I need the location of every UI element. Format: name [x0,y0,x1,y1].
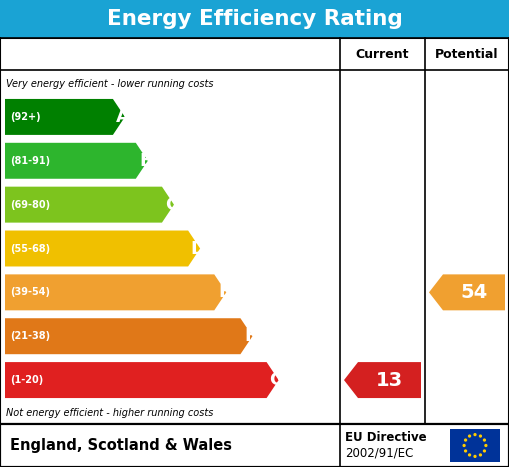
Text: 13: 13 [376,371,403,389]
Text: (21-38): (21-38) [10,331,50,341]
Bar [0,38,509,424]
Polygon shape [5,318,252,354]
Polygon shape [5,362,278,398]
Text: Very energy efficient - lower running costs: Very energy efficient - lower running co… [6,79,213,89]
Circle shape [468,453,471,457]
Circle shape [484,444,488,447]
Circle shape [479,453,482,457]
Text: C: C [165,196,179,213]
Text: F: F [244,327,257,345]
Circle shape [479,434,482,438]
Circle shape [468,434,471,438]
Bar [0,0,509,38]
Text: D: D [190,240,206,257]
Circle shape [464,449,467,453]
Text: (92+): (92+) [10,112,41,122]
Text: (39-54): (39-54) [10,287,50,297]
Text: England, Scotland & Wales: England, Scotland & Wales [10,438,232,453]
Text: 2002/91/EC: 2002/91/EC [345,447,413,460]
Circle shape [463,444,466,447]
Text: B: B [139,152,153,170]
Polygon shape [5,187,174,223]
Circle shape [473,433,476,436]
Polygon shape [5,275,227,311]
Text: E: E [218,283,231,301]
Text: Not energy efficient - higher running costs: Not energy efficient - higher running co… [6,408,213,418]
Text: (81-91): (81-91) [10,156,50,166]
Text: (55-68): (55-68) [10,243,50,254]
Polygon shape [5,143,148,179]
Polygon shape [5,231,200,267]
Text: Current: Current [356,48,409,61]
Text: (1-20): (1-20) [10,375,43,385]
Polygon shape [429,275,505,311]
Text: G: G [269,371,284,389]
Text: 54: 54 [460,283,488,302]
Bar [450,429,500,462]
Circle shape [464,439,467,442]
Bar [0,424,509,467]
Text: Potential: Potential [435,48,499,61]
Polygon shape [344,362,421,398]
Circle shape [483,449,486,453]
Circle shape [473,455,476,458]
Polygon shape [5,99,125,135]
Text: EU Directive: EU Directive [345,431,427,444]
Circle shape [483,439,486,442]
Text: A: A [116,108,130,126]
Text: Energy Efficiency Rating: Energy Efficiency Rating [106,9,403,29]
Text: (69-80): (69-80) [10,200,50,210]
